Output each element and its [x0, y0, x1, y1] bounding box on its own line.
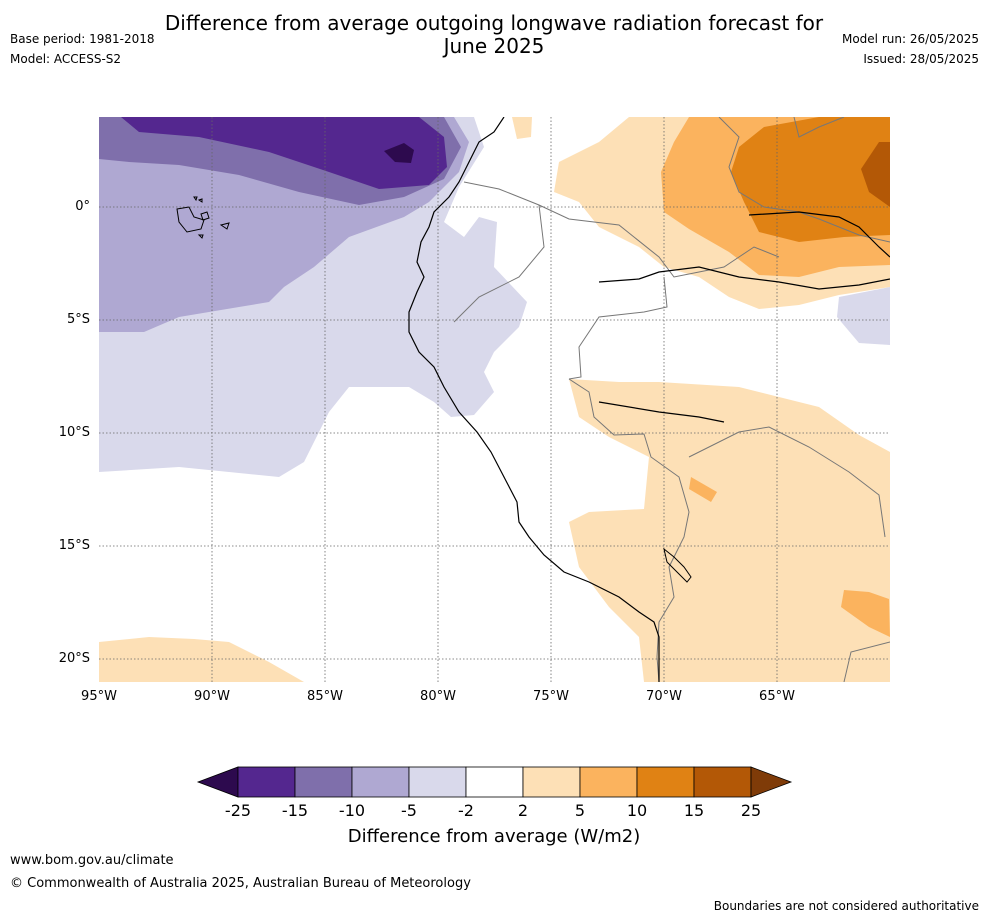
x-tick-95w: 95°W	[81, 689, 117, 704]
colorbar-bin-4	[408, 766, 467, 798]
footer-disclaimer: Boundaries are not considered authoritat…	[713, 899, 979, 913]
lake-titicaca	[663, 547, 692, 583]
map-title-line2: June 2025	[443, 34, 545, 58]
colorbar-tick-minus5: -5	[401, 801, 417, 820]
region-below-minus-25	[384, 143, 414, 163]
x-tick-70w: 70°W	[646, 689, 682, 704]
model-run: Model run: 26/05/2025	[841, 32, 979, 46]
region-minus-15-to-minus-25	[121, 117, 447, 189]
region-5-to-10-southeast-a	[689, 477, 717, 502]
x-tick-75w: 75°W	[533, 689, 569, 704]
colorbar-bin-1	[237, 766, 296, 798]
colorbar-bin-7	[579, 766, 638, 798]
footer-url[interactable]: www.bom.gov.au/climate	[10, 853, 174, 868]
region-minus-2-east	[837, 287, 890, 345]
issued-date: Issued: 28/05/2025	[863, 52, 979, 66]
y-tick-15s: 15°S	[58, 538, 90, 553]
region-2-to-5-coastal	[512, 117, 532, 139]
colorbar-extend-high	[750, 766, 793, 798]
colorbar-bin-3	[351, 766, 410, 798]
meta-right: Model run: 26/05/2025 Issued: 28/05/2025	[842, 32, 979, 72]
model-name: Model: ACCESS-S2	[10, 52, 122, 66]
colorbar-tick-5: 5	[574, 801, 586, 820]
x-tick-65w: 65°W	[759, 689, 795, 704]
colorbar-tick-10: 10	[626, 801, 648, 820]
x-tick-85w: 85°W	[307, 689, 343, 704]
colorbar-bin-2	[294, 766, 353, 798]
colorbar-bin-9	[693, 766, 752, 798]
y-tick-20s: 20°S	[58, 651, 90, 666]
colorbar-tick-minus2: -2	[458, 801, 474, 820]
map-title: Difference from average outgoing longwav…	[0, 12, 988, 58]
region-2-to-5-southwest	[99, 637, 304, 682]
colorbar-bin-5	[465, 766, 524, 798]
meta-left: Base period: 1981-2018 Model: ACCESS-S2	[10, 32, 155, 72]
map-title-line1: Difference from average outgoing longwav…	[164, 11, 824, 35]
colorbar-tick-minus25: -25	[224, 801, 252, 820]
y-tick-0: 0°	[75, 199, 90, 214]
colorbar-extend-low	[196, 766, 239, 798]
region-15-to-25-northeast	[861, 142, 890, 207]
colorbar	[196, 766, 793, 798]
colorbar-tick-minus15: -15	[281, 801, 309, 820]
region-5-to-10-southeast-b	[841, 590, 890, 637]
coastlines	[408, 117, 890, 682]
olr-anomaly-map	[99, 117, 890, 682]
colorbar-label: Difference from average (W/m2)	[347, 826, 641, 847]
y-tick-10s: 10°S	[58, 425, 90, 440]
region-10-to-15-northeast	[731, 117, 890, 242]
y-tick-5s: 5°S	[66, 312, 90, 327]
region-2-to-5-southeast	[569, 379, 890, 682]
galapagos-islands	[176, 196, 230, 239]
colorbar-bin-6	[522, 766, 581, 798]
base-period: Base period: 1981-2018	[10, 32, 155, 46]
x-tick-80w: 80°W	[420, 689, 456, 704]
x-tick-90w: 90°W	[194, 689, 230, 704]
colorbar-tick-2: 2	[517, 801, 529, 820]
colorbar-tick-minus10: -10	[338, 801, 366, 820]
country-borders	[453, 117, 890, 682]
colorbar-bin-8	[636, 766, 695, 798]
footer-copyright: © Commonwealth of Australia 2025, Austra…	[10, 876, 471, 891]
gridlines	[99, 117, 890, 682]
colorbar-tick-25: 25	[740, 801, 762, 820]
colorbar-tick-15: 15	[683, 801, 705, 820]
